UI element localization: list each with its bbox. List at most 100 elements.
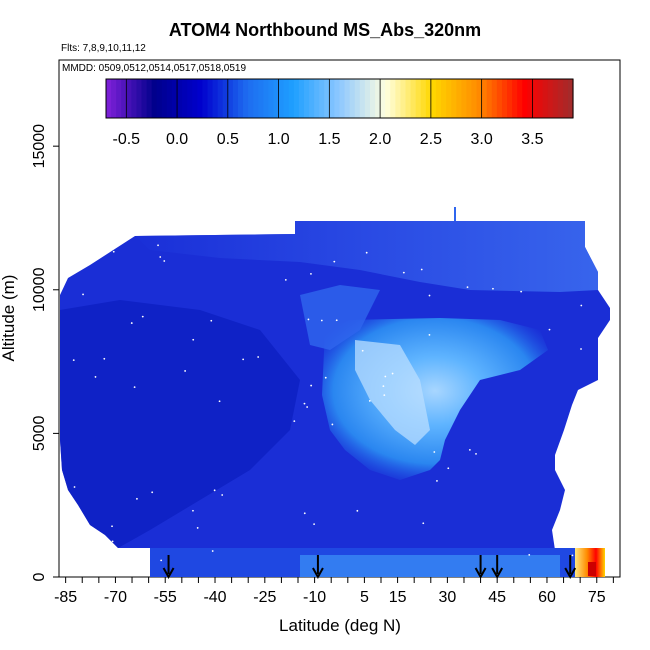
sample-dot bbox=[72, 359, 75, 362]
sample-dot bbox=[116, 561, 119, 563]
colorbar-cell bbox=[390, 79, 396, 118]
surface-arrow-head bbox=[312, 567, 324, 580]
sample-dot bbox=[428, 294, 431, 297]
colorbar-cell bbox=[288, 79, 295, 118]
surface-arrow-head bbox=[474, 567, 487, 580]
x-tick-label: 15 bbox=[389, 589, 407, 606]
colorbar-cell bbox=[283, 79, 290, 118]
sample-dot bbox=[382, 385, 385, 388]
colorbar-cell bbox=[552, 79, 559, 118]
colorbar-cell bbox=[522, 79, 528, 118]
sample-dot bbox=[111, 525, 113, 528]
colorbar-cell bbox=[547, 79, 554, 118]
sample-dot bbox=[192, 509, 194, 512]
sample-dot bbox=[383, 394, 386, 397]
colorbar-cell bbox=[156, 79, 163, 118]
sample-dot bbox=[151, 491, 154, 494]
sample-dot bbox=[447, 467, 450, 470]
sample-dot bbox=[73, 486, 76, 488]
field-plume-core bbox=[355, 340, 430, 445]
colorbar-cell bbox=[217, 79, 224, 118]
colorbar-cell bbox=[375, 79, 381, 118]
colorbar-cell bbox=[222, 79, 229, 118]
sample-dot bbox=[548, 328, 551, 331]
colorbar-cell bbox=[141, 79, 148, 118]
colorbar-cell bbox=[126, 79, 132, 118]
flights-note: Flts: 7,8,9,10,11,12 bbox=[61, 43, 146, 54]
sample-dot bbox=[141, 315, 144, 318]
colorbar-tick-label: 1.0 bbox=[267, 131, 289, 148]
colorbar-cell bbox=[303, 79, 310, 118]
sample-dot bbox=[242, 358, 245, 361]
colorbar-tick-label: 3.0 bbox=[471, 131, 493, 148]
colorbar-cell bbox=[131, 79, 138, 118]
colorbar-cell bbox=[430, 79, 437, 118]
colorbar-cell bbox=[319, 79, 325, 118]
colorbar-cell bbox=[542, 79, 549, 118]
sample-dot bbox=[192, 338, 195, 341]
x-tick-label: -40 bbox=[203, 589, 226, 606]
colorbar-cell bbox=[354, 79, 361, 118]
colorbar-cell bbox=[491, 79, 498, 118]
sample-dot bbox=[130, 322, 133, 324]
colorbar-cell bbox=[177, 79, 183, 118]
colorbar-cell bbox=[161, 79, 168, 118]
sample-dot bbox=[356, 509, 359, 512]
colorbar-cell bbox=[146, 79, 153, 118]
sample-dot bbox=[82, 293, 84, 296]
sample-dots bbox=[72, 244, 583, 563]
sample-dot bbox=[528, 553, 531, 556]
sample-dot bbox=[475, 453, 477, 455]
colorbar-cell bbox=[420, 79, 427, 118]
sample-dot bbox=[420, 268, 423, 271]
colorbar-cell bbox=[232, 79, 239, 118]
colorbar-cell bbox=[111, 79, 117, 118]
sample-dot bbox=[111, 540, 114, 543]
sample-dot bbox=[492, 287, 494, 290]
sample-dot bbox=[257, 356, 260, 358]
sample-dot bbox=[580, 304, 583, 307]
colorbar-cell bbox=[415, 79, 422, 118]
colorbar-cell bbox=[481, 79, 488, 118]
x-tick-label: -70 bbox=[104, 589, 127, 606]
sample-dot bbox=[320, 319, 323, 322]
colorbar-cell bbox=[364, 79, 371, 118]
sample-dot bbox=[580, 348, 582, 350]
colorbar-cell bbox=[237, 79, 244, 118]
colorbar-cell bbox=[451, 79, 457, 118]
colorbar-cell bbox=[121, 79, 127, 118]
colorbar-cell bbox=[395, 79, 402, 118]
sample-dot bbox=[564, 519, 567, 522]
field-spike bbox=[454, 207, 456, 221]
colorbar-cell bbox=[187, 79, 193, 118]
colorbar-cell bbox=[400, 79, 407, 118]
y-tick-label: 15000 bbox=[31, 124, 48, 169]
sample-dot bbox=[112, 250, 115, 253]
x-tick-label: -55 bbox=[154, 589, 177, 606]
colorbar-cell bbox=[298, 79, 305, 118]
colorbar-cell bbox=[243, 79, 249, 118]
colorbar-cell bbox=[410, 79, 417, 118]
colorbar-cell bbox=[258, 79, 264, 118]
y-axis-title: Altitude (m) bbox=[0, 275, 18, 362]
colorbar-tick-label: 0.5 bbox=[217, 131, 239, 148]
heatmap-field bbox=[60, 207, 610, 577]
sample-dot bbox=[433, 451, 436, 453]
sample-dot bbox=[184, 370, 187, 372]
colorbar-cell bbox=[182, 79, 188, 118]
sample-dot bbox=[365, 251, 368, 254]
y-tick-label: 10000 bbox=[31, 267, 48, 312]
sample-dot bbox=[324, 376, 327, 379]
sample-dot bbox=[331, 423, 334, 426]
sample-dot bbox=[333, 260, 336, 263]
sample-dot bbox=[94, 376, 97, 378]
sample-dot bbox=[196, 527, 199, 529]
colorbar-tick-label: 3.5 bbox=[521, 131, 543, 148]
x-tick-label: 45 bbox=[488, 589, 506, 606]
colorbar-cell bbox=[380, 79, 386, 118]
colorbar-cell bbox=[476, 79, 483, 118]
colorbar-cell bbox=[197, 79, 204, 118]
x-tick-label: -10 bbox=[303, 589, 326, 606]
sample-dot bbox=[303, 512, 306, 515]
sample-dot bbox=[211, 550, 214, 552]
